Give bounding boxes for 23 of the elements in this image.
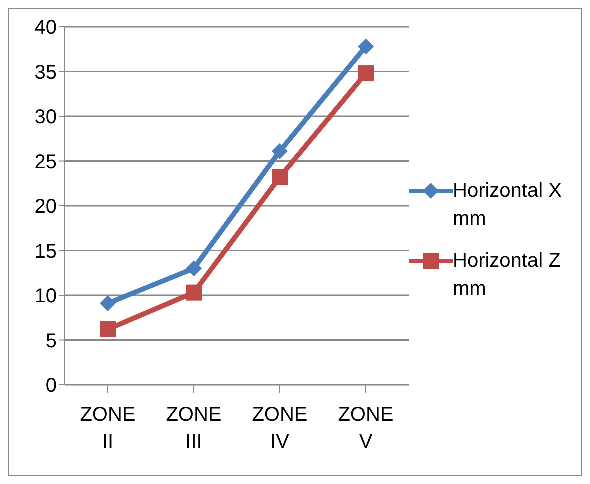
y-tick-label: 10 [34,286,57,308]
y-tick-label: 25 [34,151,57,174]
y-tick-label: 40 [34,17,57,40]
legend-label: Horizontal X mm [453,179,563,232]
x-tick-label: ZONE IV [252,404,308,453]
point [272,143,288,160]
y-tick-label: 0 [46,375,57,398]
y-tick-label: 20 [34,196,57,218]
point [358,66,374,82]
point [100,322,116,338]
x-tick-label: ZONE V [338,404,394,453]
point [186,260,202,277]
point [186,284,202,301]
x-tick-label: ZONE III [166,404,222,453]
y-tick-label: 15 [34,240,57,263]
y-tick-label: 35 [34,62,57,84]
point [272,169,288,186]
point [358,38,374,55]
y-tick-label: 5 [46,330,57,352]
legend-label: Horizontal Z mm [453,249,562,302]
x-tick-label: ZONE II [80,404,136,453]
point [100,296,116,312]
y-tick-label: 30 [34,106,57,129]
